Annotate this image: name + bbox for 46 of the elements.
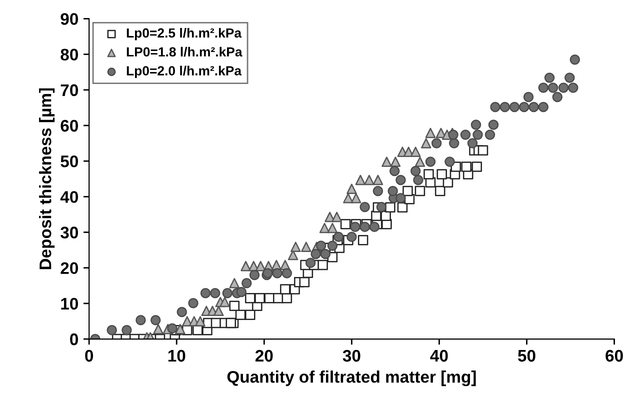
point [290, 242, 301, 252]
x-tick-label: 30 [342, 350, 360, 362]
point [414, 156, 426, 167]
point [410, 146, 421, 157]
point [332, 212, 342, 222]
point [240, 260, 251, 272]
point [425, 128, 436, 138]
y-tick-label: 80 [60, 48, 78, 61]
point [214, 306, 224, 316]
x-tick-label: 40 [430, 350, 448, 362]
x-tick-label: 10 [168, 350, 186, 362]
point [319, 222, 330, 234]
y-axis-title: Deposit thickness [µm] [39, 88, 55, 270]
x-tick-label: 20 [255, 350, 273, 362]
point [182, 316, 192, 326]
y-tick-label: 10 [61, 298, 78, 310]
y-tick-label: 90 [60, 13, 78, 25]
y-tick-label: 50 [60, 155, 78, 168]
point [420, 138, 432, 148]
y-tick-label: 40 [60, 191, 78, 203]
y-tick-label: 70 [60, 84, 78, 96]
point [229, 278, 240, 288]
legend-label: Lp0=2.5 l/h.m².kPa [126, 28, 242, 40]
legend-label: LP0=1.8 l/h.m².kPa [126, 46, 242, 57]
point [220, 296, 230, 308]
point [390, 156, 401, 167]
y-tick-label: 30 [60, 226, 78, 238]
point [153, 324, 164, 334]
point [355, 174, 366, 186]
point [350, 192, 362, 204]
point [195, 316, 206, 326]
point [372, 174, 384, 186]
point [364, 174, 374, 186]
x-axis-title: Quantity of filtrated matter [mg] [227, 370, 476, 386]
point [382, 156, 392, 167]
point [174, 324, 186, 334]
x-tick-label: 60 [606, 350, 623, 362]
y-tick-label: 0 [70, 333, 78, 346]
x-tick-label: 50 [518, 350, 536, 362]
point [327, 222, 338, 234]
x-tick-label: 0 [85, 350, 94, 362]
point [301, 242, 312, 252]
point [346, 184, 357, 194]
legend-label: Lp0=2.0 l/h.m².kPa [126, 66, 242, 78]
y-tick-label: 20 [60, 262, 78, 274]
y-tick-label: 60 [60, 120, 78, 132]
